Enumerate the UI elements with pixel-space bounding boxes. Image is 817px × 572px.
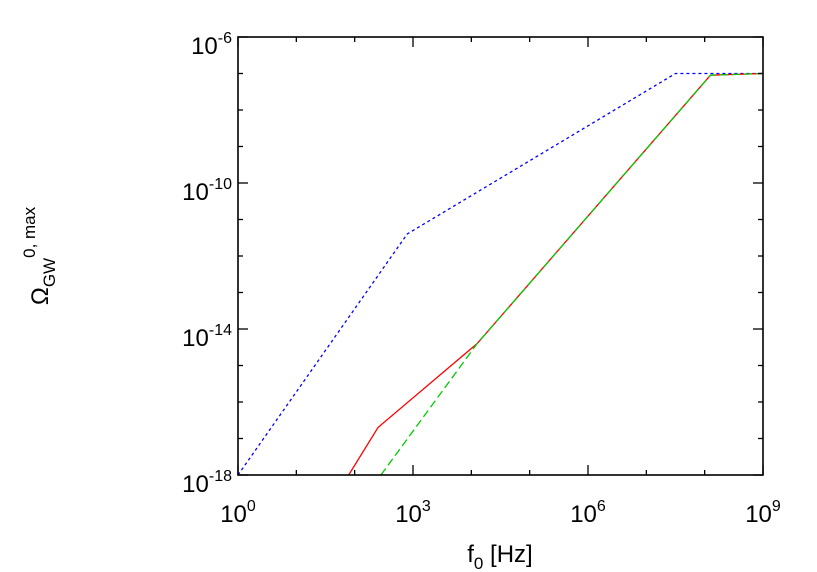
y-axis-title: ΩGW0, max bbox=[20, 206, 59, 305]
y-axis-title-superscript: 0, max bbox=[20, 206, 39, 258]
x-axis-title: f0 [Hz] bbox=[467, 541, 532, 572]
y-tick-label-0: 10-18 bbox=[182, 468, 232, 498]
tick-label-layer: 100 103 106 109 10-18 10-14 10-10 10-6 bbox=[182, 30, 781, 528]
plot-frame bbox=[237, 36, 764, 476]
series-line-2 bbox=[348, 72, 763, 475]
y-axis-title-base: Ω bbox=[27, 287, 54, 305]
y-tick-label-2: 10-10 bbox=[182, 176, 232, 206]
y-axis-title-subscript: GW bbox=[40, 258, 59, 287]
x-tick-label-2: 106 bbox=[570, 498, 606, 528]
x-axis-title-subscript: 0 bbox=[474, 554, 483, 572]
series-line-1 bbox=[238, 72, 763, 475]
x-tick-label-3: 109 bbox=[745, 498, 781, 528]
y-tick-label-3: 10-6 bbox=[191, 30, 232, 60]
x-tick-label-1: 103 bbox=[395, 498, 431, 528]
series-layer bbox=[238, 72, 763, 475]
y-tick-label-1: 10-14 bbox=[182, 322, 232, 352]
tick-layer bbox=[237, 36, 764, 476]
series-line-3 bbox=[380, 72, 763, 475]
x-axis-title-unit: [Hz] bbox=[483, 541, 532, 568]
x-axis-title-base: f bbox=[467, 541, 474, 568]
x-tick-label-0: 100 bbox=[220, 498, 256, 528]
